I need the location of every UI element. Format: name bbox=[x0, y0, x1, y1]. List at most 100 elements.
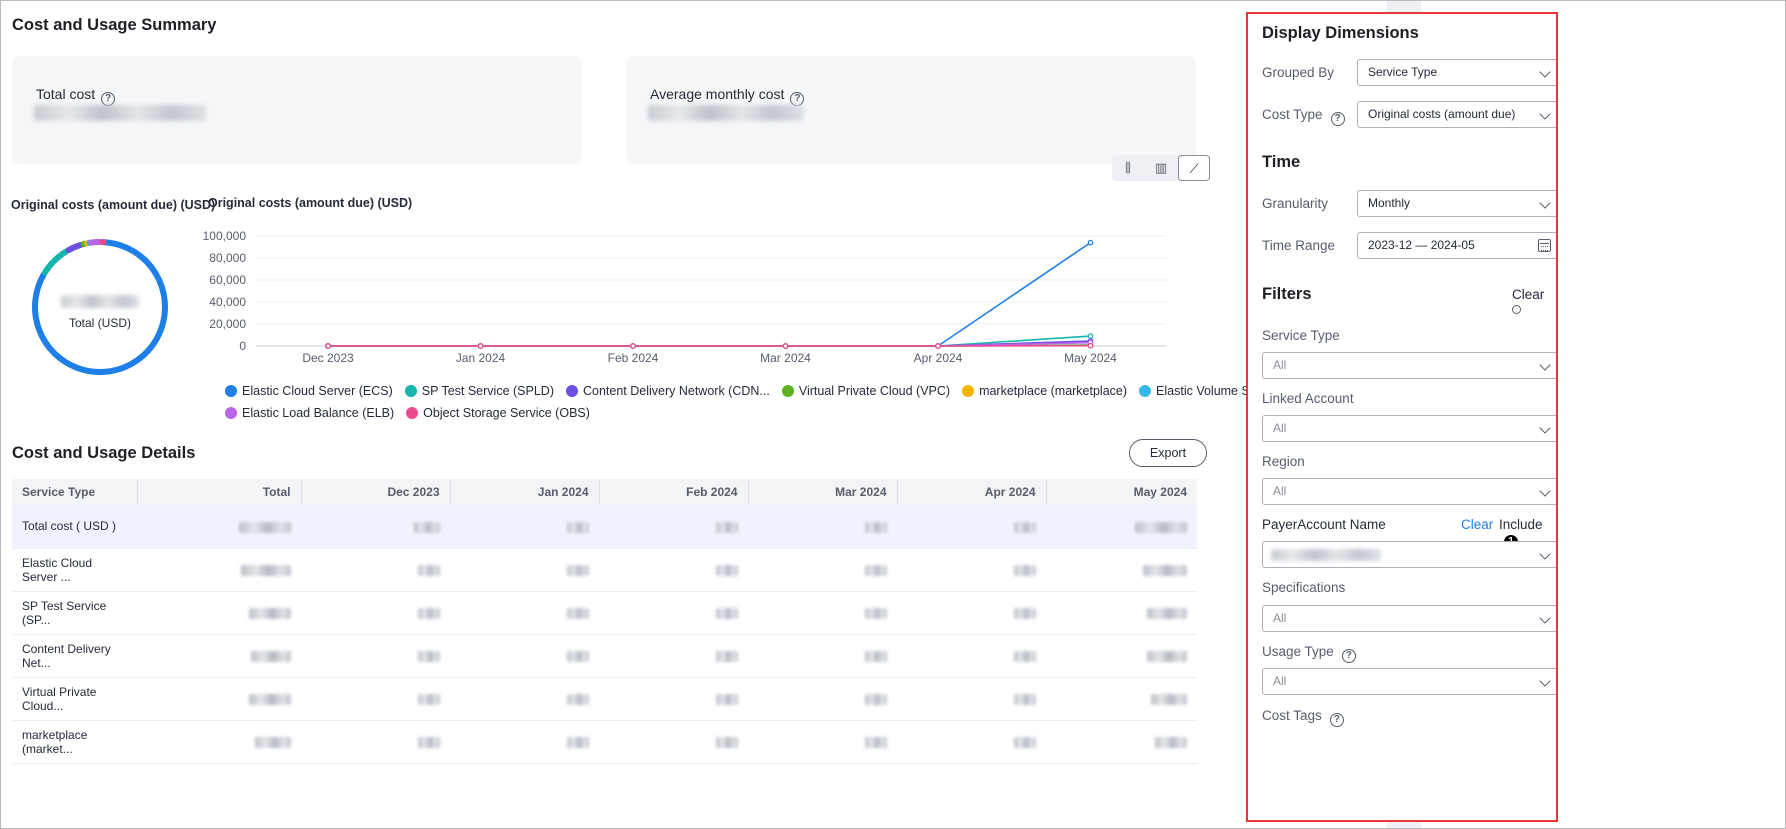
redacted-value bbox=[1014, 564, 1036, 576]
cost-cell bbox=[748, 677, 897, 721]
granularity-label: Granularity bbox=[1262, 196, 1329, 211]
region-label: Region bbox=[1262, 454, 1305, 469]
bar-grouped-icon[interactable]: ▥ bbox=[1154, 160, 1168, 175]
cost-cell bbox=[599, 505, 748, 549]
data-point[interactable] bbox=[1087, 239, 1094, 246]
redacted-value bbox=[716, 693, 738, 705]
donut-segment[interactable] bbox=[88, 239, 103, 246]
grouped-by-label: Grouped By bbox=[1262, 65, 1335, 80]
donut-segment[interactable] bbox=[32, 239, 168, 375]
x-tick-label: Jan 2024 bbox=[456, 351, 506, 365]
service-type-filter-label: Service Type bbox=[1262, 328, 1340, 343]
linked-account-select[interactable]: All bbox=[1262, 415, 1556, 442]
payer-clear-link[interactable]: Clear bbox=[1461, 517, 1494, 532]
cost-type-value: Original costs (amount due) bbox=[1368, 107, 1516, 121]
redacted-value bbox=[716, 607, 738, 619]
y-tick-label: 20,000 bbox=[209, 317, 246, 331]
y-tick-label: 60,000 bbox=[209, 273, 246, 287]
help-icon[interactable]: ? bbox=[1330, 112, 1345, 126]
usage-type-select[interactable]: All bbox=[1262, 668, 1556, 695]
col-jan-2024[interactable]: Jan 2024 bbox=[449, 479, 599, 505]
data-point[interactable] bbox=[630, 343, 636, 349]
chevron-down-icon bbox=[1539, 612, 1551, 624]
table-row[interactable]: Content Delivery Net... bbox=[12, 634, 1197, 678]
specifications-select[interactable]: All bbox=[1262, 605, 1556, 632]
col-service-type[interactable]: Service Type bbox=[12, 479, 137, 505]
service-type-cell: Content Delivery Net... bbox=[12, 634, 137, 678]
donut-segment[interactable] bbox=[65, 241, 84, 254]
redacted-value bbox=[241, 564, 291, 576]
chart-view-toggle: ⫼ ▥ ⟋ bbox=[1112, 155, 1210, 181]
data-point[interactable] bbox=[782, 343, 789, 349]
data-point[interactable] bbox=[325, 343, 331, 349]
table-row[interactable]: Total cost ( USD ) bbox=[12, 505, 1197, 549]
cost-cell bbox=[1046, 591, 1197, 635]
cost-cell bbox=[301, 548, 450, 592]
x-tick-label: May 2024 bbox=[1064, 351, 1117, 365]
legend-item[interactable]: SP Test Service (SPLD) bbox=[404, 384, 554, 398]
cost-cell bbox=[1046, 634, 1197, 678]
line-chart-icon[interactable]: ⟋ bbox=[1178, 155, 1210, 181]
chevron-down-icon bbox=[1539, 197, 1551, 209]
cost-cell bbox=[748, 548, 897, 592]
legend-label: Object Storage Service (OBS) bbox=[423, 406, 590, 420]
filters-clear-link[interactable]: Clear bbox=[1512, 287, 1556, 317]
col-apr-2024[interactable]: Apr 2024 bbox=[896, 479, 1046, 505]
cost-cell bbox=[137, 548, 301, 592]
col-feb-2024[interactable]: Feb 2024 bbox=[598, 479, 748, 505]
service-type-filter-select[interactable]: All bbox=[1262, 352, 1556, 379]
redacted-value bbox=[865, 607, 887, 619]
help-icon[interactable]: ? bbox=[101, 92, 116, 106]
redacted-value bbox=[418, 693, 440, 705]
col-mar-2024[interactable]: Mar 2024 bbox=[747, 479, 897, 505]
region-select[interactable]: All bbox=[1262, 478, 1556, 505]
cost-cell bbox=[599, 634, 748, 678]
y-tick-label: 40,000 bbox=[209, 295, 246, 309]
col-may-2024[interactable]: May 2024 bbox=[1045, 479, 1197, 505]
data-point[interactable] bbox=[935, 343, 941, 349]
data-point[interactable] bbox=[477, 343, 484, 349]
average-monthly-label: Average monthly cost? bbox=[650, 86, 805, 106]
data-point[interactable] bbox=[1087, 342, 1094, 349]
legend-swatch bbox=[962, 385, 975, 397]
legend-item[interactable]: Virtual Private Cloud (VPC) bbox=[781, 384, 950, 398]
service-type-cell: marketplace (market... bbox=[12, 720, 137, 764]
time-range-picker[interactable]: 2023-12 — 2024-05 bbox=[1357, 232, 1556, 259]
table-row[interactable]: Virtual Private Cloud... bbox=[12, 677, 1197, 721]
help-icon[interactable]: ? bbox=[1329, 713, 1344, 727]
export-button[interactable]: Export bbox=[1129, 439, 1207, 467]
payer-account-select[interactable] bbox=[1262, 541, 1556, 568]
table-row[interactable]: marketplace (market... bbox=[12, 720, 1197, 764]
cost-cell bbox=[450, 634, 599, 678]
legend-swatch bbox=[565, 385, 578, 397]
table-row[interactable]: Elastic Cloud Server ... bbox=[12, 548, 1197, 592]
x-tick-label: Dec 2023 bbox=[302, 351, 354, 365]
legend-item[interactable]: marketplace (marketplace) bbox=[962, 384, 1127, 398]
grouped-by-select[interactable]: Service Type bbox=[1357, 59, 1556, 86]
legend-item[interactable]: Content Delivery Network (CDN... bbox=[565, 384, 770, 398]
cost-cell bbox=[450, 591, 599, 635]
help-icon[interactable]: ? bbox=[1341, 649, 1356, 663]
chevron-down-icon bbox=[1539, 485, 1551, 497]
redacted-value bbox=[239, 521, 291, 533]
col-total[interactable]: Total bbox=[136, 479, 301, 505]
legend-item[interactable]: Elastic Load Balance (ELB) bbox=[225, 406, 394, 420]
redacted-value bbox=[249, 693, 291, 705]
summary-title: Cost and Usage Summary bbox=[12, 16, 217, 34]
total-cost-label: Total cost? bbox=[36, 86, 116, 106]
legend-item[interactable]: Object Storage Service (OBS) bbox=[406, 406, 590, 420]
granularity-select[interactable]: Monthly bbox=[1357, 190, 1556, 217]
cost-cell bbox=[301, 591, 450, 635]
cost-type-select[interactable]: Original costs (amount due) bbox=[1357, 101, 1556, 128]
donut-segment[interactable] bbox=[42, 248, 69, 276]
help-icon[interactable]: ? bbox=[790, 92, 805, 106]
cost-cell bbox=[599, 591, 748, 635]
bar-stacked-icon[interactable]: ⫼ bbox=[1125, 160, 1131, 175]
cost-cell bbox=[897, 634, 1046, 678]
col-dec-2023[interactable]: Dec 2023 bbox=[300, 479, 450, 505]
cost-cell bbox=[137, 591, 301, 635]
data-point[interactable] bbox=[1087, 333, 1094, 339]
cost-cell bbox=[1046, 505, 1197, 549]
table-row[interactable]: SP Test Service (SP... bbox=[12, 591, 1197, 635]
legend-item[interactable]: Elastic Cloud Server (ECS) bbox=[225, 384, 393, 398]
